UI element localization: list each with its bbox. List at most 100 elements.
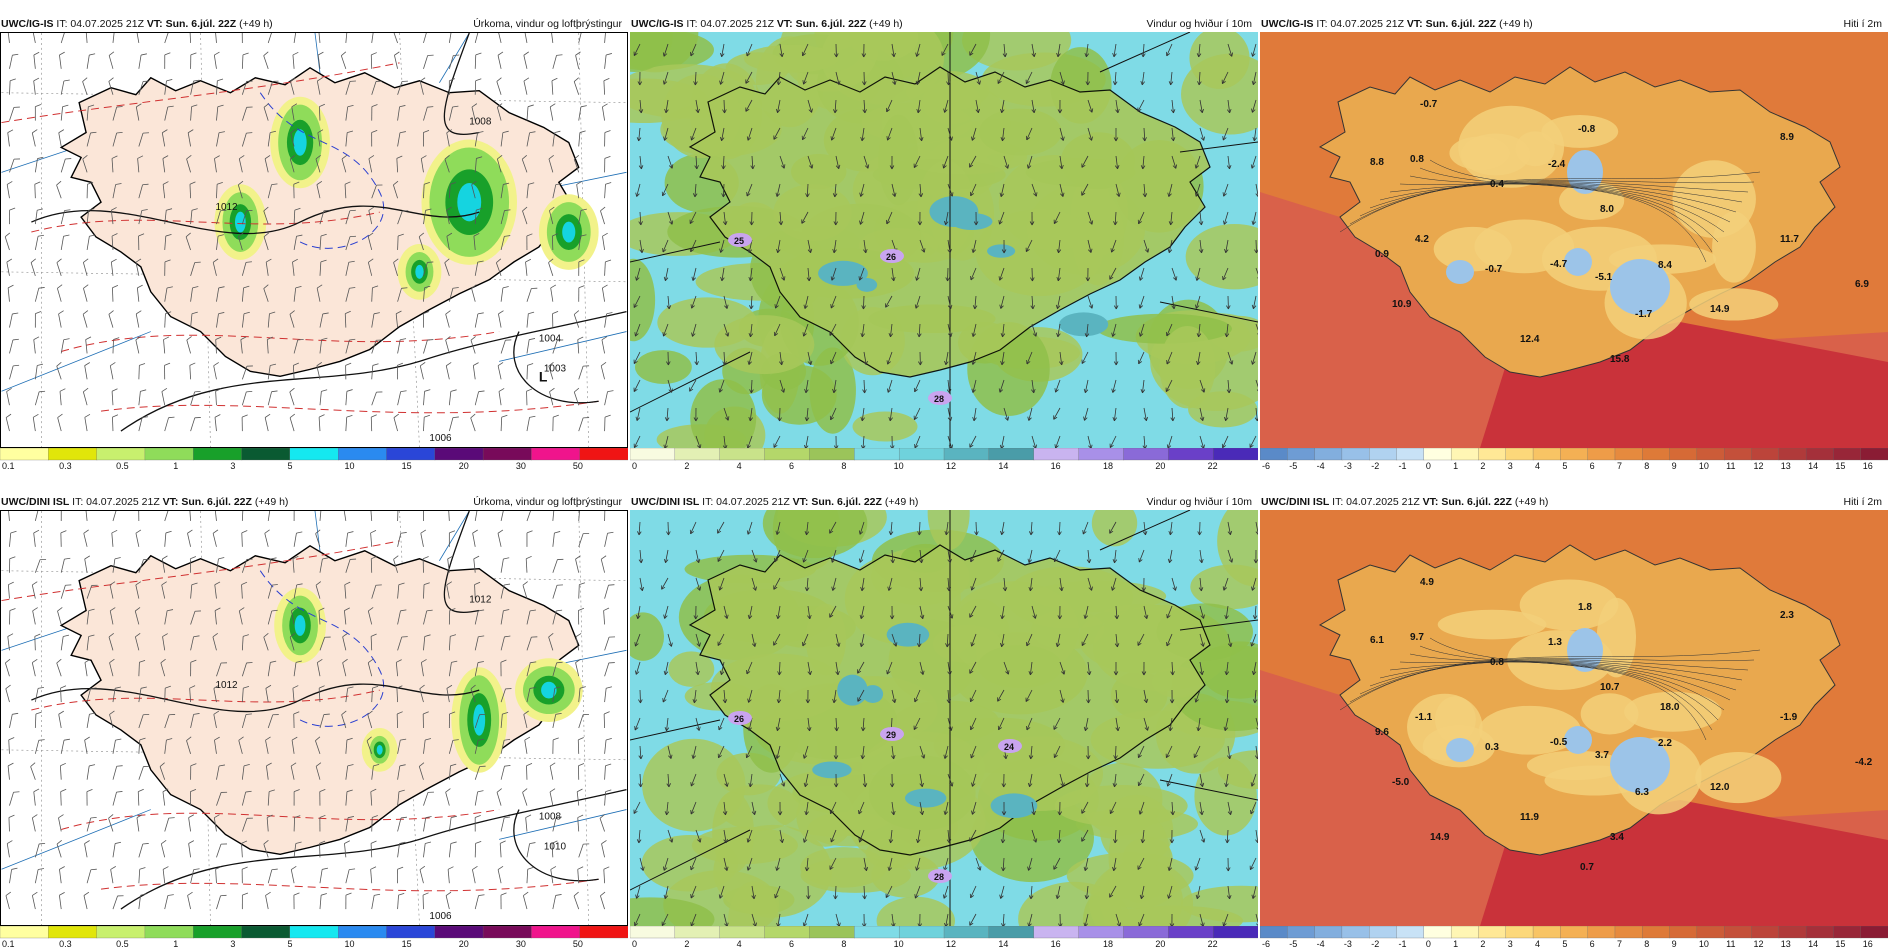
colorbar-label: 7 [1617, 939, 1622, 948]
temperature-label: 3.4 [1610, 832, 1624, 843]
colorbar-label: 20 [459, 461, 469, 470]
colorbar-swatch [1212, 448, 1258, 461]
map-view[interactable]: 25 26 28 [630, 32, 1258, 448]
pressure-label: 1003 [544, 363, 567, 374]
map-view[interactable]: 1012 1012 1008 1010 1006 [0, 510, 628, 926]
colorbar-label: 13 [1781, 461, 1791, 470]
temperature-label: 10.9 [1392, 299, 1412, 310]
colorbar-label: 1 [1453, 461, 1458, 470]
colorbar-label: 3 [1508, 939, 1513, 948]
map-view[interactable]: 1012 1008 1004 1003 1006 L [0, 32, 628, 448]
colorbar: 0.1 0.3 0.5 1 3 5 10 15 20 30 50 [0, 926, 628, 948]
colorbar-swatch [1532, 448, 1561, 461]
colorbar-swatch [1396, 926, 1425, 939]
colorbar-label: 10 [894, 461, 904, 470]
colorbar-swatch [531, 926, 581, 939]
colorbar-label: 6 [1590, 461, 1595, 470]
colorbar-swatch [1560, 926, 1589, 939]
colorbar: 0 2 4 6 8 10 12 14 16 18 20 22 [630, 926, 1258, 948]
colorbar-label: 10 [345, 461, 355, 470]
colorbar-label: -5 [1289, 461, 1297, 470]
colorbar-swatch [1778, 926, 1807, 939]
colorbar: 0.1 0.3 0.5 1 3 5 10 15 20 30 50 [0, 448, 628, 470]
wind-barbs [4, 33, 614, 432]
colorbar-label: 5 [1562, 461, 1567, 470]
colorbar-swatch [1369, 448, 1398, 461]
colorbar-swatch [579, 448, 628, 461]
isobars [31, 511, 627, 910]
colorbar-label: 18 [1103, 461, 1113, 470]
colorbar-swatch [1724, 448, 1753, 461]
colorbar-label: 20 [1155, 461, 1165, 470]
map-view[interactable]: 4.9 1.8 2.3 6.1 9.7 0.8 1.3 10.7 9.6 -1.1 0.3 -0.5 3… [1260, 510, 1888, 926]
temperature-label: 11.9 [1520, 812, 1539, 823]
colorbar-label: 8 [841, 461, 846, 470]
variable-title: Hiti í 2m [1843, 18, 1882, 30]
colorbar-label: 22 [1208, 461, 1218, 470]
panel-title: UWC/IG-IS IT: 04.07.2025 21Z VT: Sun. 6.… [631, 18, 903, 30]
colorbar-label: 0.3 [59, 939, 72, 948]
colorbar-swatch [1696, 448, 1725, 461]
temperature-label: 0.7 [1580, 862, 1594, 873]
temperature-label: -0.8 [1578, 124, 1596, 135]
colorbar-swatch [1478, 448, 1507, 461]
colorbar: 0 2 4 6 8 10 12 14 16 18 20 22 [630, 448, 1258, 470]
gust-label: 24 [1004, 742, 1014, 752]
pressure-label: 1008 [539, 812, 562, 823]
colorbar-label: 14 [1808, 939, 1818, 948]
colorbar-swatch [1642, 448, 1671, 461]
colorbar-label: 10 [894, 939, 904, 948]
colorbar-swatch [809, 926, 855, 939]
colorbar-swatch [674, 448, 721, 461]
temperature-label: -1.9 [1780, 712, 1798, 723]
colorbar-swatch [988, 926, 1035, 939]
colorbar-swatch [1287, 448, 1316, 461]
temperature-label: 9.7 [1410, 632, 1424, 643]
colorbar-swatch [1587, 926, 1616, 939]
colorbar-swatch [144, 448, 194, 461]
variable-title: Hiti í 2m [1843, 496, 1882, 508]
map-view[interactable]: -0.7 -0.8 8.9 8.8 0.8 0.4 -2.4 8.0 0.9 4.2 -0.7 -4.… [1260, 32, 1888, 448]
temperature-label: 8.0 [1600, 204, 1614, 215]
colorbar-swatch [48, 926, 98, 939]
colorbar-label: 8 [1644, 939, 1649, 948]
colorbar-swatch [1450, 448, 1480, 461]
gust-label: 28 [934, 394, 944, 404]
gust-label: 26 [734, 714, 744, 724]
temperature-label: 8.9 [1780, 132, 1794, 143]
temperature-label: -5.1 [1595, 272, 1613, 283]
temperature-label: -1.7 [1635, 309, 1653, 320]
gust-label: 29 [886, 730, 896, 740]
isobars [31, 33, 627, 432]
temperature-label: 0.9 [1375, 249, 1389, 260]
colorbar-swatch [719, 448, 766, 461]
map-view[interactable]: 26 29 28 24 [630, 510, 1258, 926]
colorbar-swatch [1833, 926, 1862, 939]
colorbar-label: -2 [1371, 939, 1379, 948]
wind-arrows [633, 521, 1258, 926]
colorbar-label: -6 [1262, 461, 1270, 470]
temperature-label: -0.7 [1420, 99, 1438, 110]
colorbar-label: -4 [1317, 461, 1325, 470]
colorbar-swatch [764, 448, 811, 461]
colorbar-swatch [809, 448, 855, 461]
colorbar-swatch [0, 448, 49, 461]
temperature-label: 12.4 [1520, 334, 1540, 345]
colorbar-swatch [1860, 448, 1888, 461]
pressure-label: 1008 [469, 117, 492, 128]
colorbar-swatch [482, 448, 533, 461]
colorbar-swatch [434, 926, 484, 939]
colorbar-label: 0.1 [2, 461, 15, 470]
colorbar-swatch [241, 926, 291, 939]
colorbar-label: 10 [1699, 461, 1709, 470]
colorbar-swatch [854, 448, 900, 461]
colorbar-swatch [1123, 926, 1169, 939]
colorbar-label: 14 [1808, 461, 1818, 470]
colorbar-swatch [144, 926, 194, 939]
colorbar-swatch [943, 448, 990, 461]
colorbar-label: 4 [737, 461, 742, 470]
colorbar-label: 6 [789, 939, 794, 948]
colorbar-label: 12 [1753, 939, 1763, 948]
colorbar-swatch [289, 926, 339, 939]
colorbar-swatch [1341, 926, 1370, 939]
